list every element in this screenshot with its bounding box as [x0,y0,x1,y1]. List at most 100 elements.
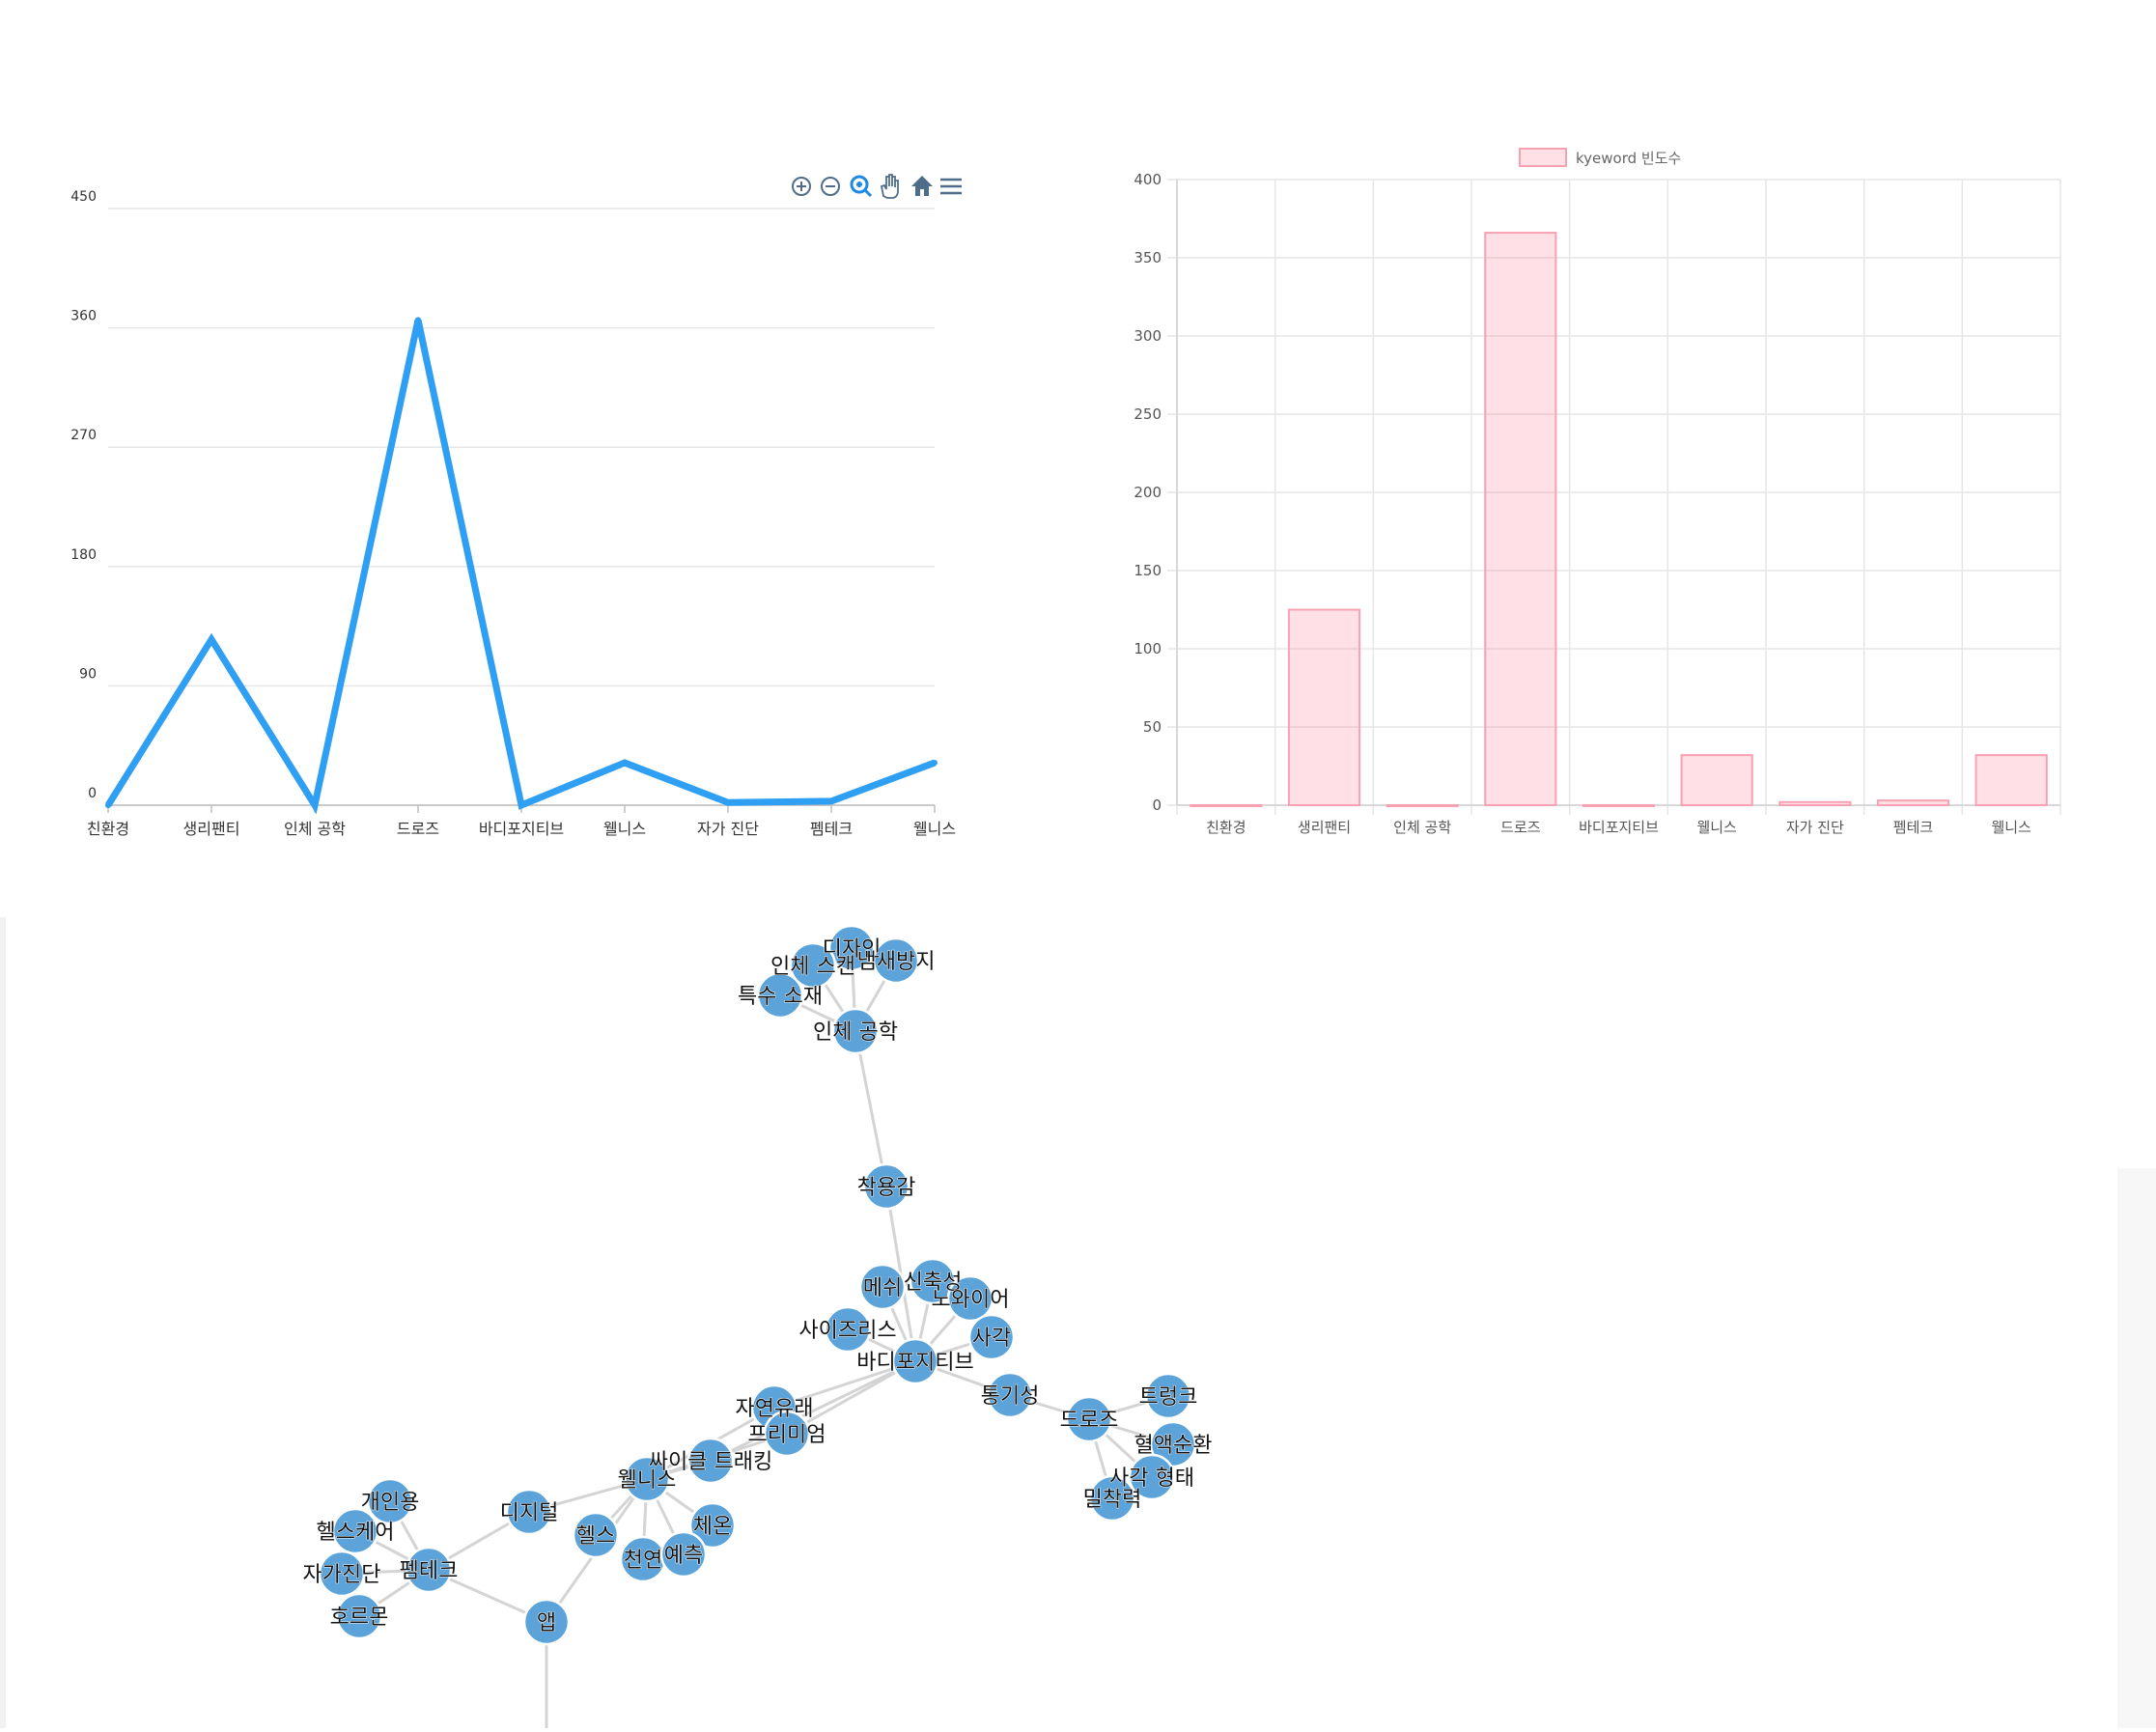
graph-edge [854,1030,888,1187]
magnifier-ring [850,175,869,194]
bar[interactable] [1778,800,1852,807]
x-tick-label: 인체 공학 [284,820,346,838]
zoom-in-ring [792,177,811,196]
y-tick-label: 90 [79,666,97,682]
graph-node-label: 프리미엄 [748,1423,826,1447]
data-point[interactable] [725,799,731,806]
graph-node[interactable] [318,1550,366,1598]
graph-node[interactable] [986,1371,1034,1419]
graph-node-label: 사이즈리스 [798,1319,896,1343]
graph-node-label: 트렁크 [1139,1385,1198,1410]
zoom-in-plus [797,182,806,191]
graph-node[interactable] [623,1455,671,1503]
bar[interactable] [1386,804,1459,807]
graph-node[interactable] [1088,1474,1136,1522]
y-tick-label: 200 [1134,484,1162,501]
data-point[interactable] [932,760,938,767]
data-point[interactable] [415,317,421,323]
graph-node[interactable] [827,924,876,972]
graph-node[interactable] [872,936,920,985]
line-chart[interactable]: 0 90 180 270 360 450 친환경 생리팬티 인체 공학 드로즈 바디포지티브 웰니스 자… [0,0,1023,898]
graph-node[interactable] [862,1162,910,1211]
graph-node[interactable] [789,941,837,990]
bar[interactable] [1190,804,1263,807]
graph-node[interactable] [686,1437,735,1485]
graph-node-label: 천연 [624,1549,662,1573]
x-tick-label: 웰니스 [1991,819,2031,836]
legend[interactable]: kyeword 빈도수 [1519,148,1681,167]
graph-node-label: 싸이클 트래킹 [649,1450,772,1474]
graph-node-label: 디자인 [823,937,882,962]
bar-chart-panel: kyeword 빈도수 0 50 100 150 200 250 300 350 400 친환경 생리… [1062,0,2156,898]
graph-node-label: 특수 소재 [738,985,823,1009]
menu-icon[interactable] [940,178,962,195]
graph-node-label: 체온 [693,1515,732,1539]
bar[interactable] [1876,799,1950,807]
data-point[interactable] [828,797,834,804]
graph-node[interactable] [967,1313,1016,1361]
graph-node[interactable] [891,1337,939,1385]
graph-node[interactable] [505,1488,553,1536]
graph-node[interactable] [946,1274,994,1323]
data-point[interactable] [518,802,524,808]
graph-node-label: 호르몬 [330,1606,389,1630]
graph-node[interactable] [688,1501,737,1550]
graph-node[interactable] [763,1410,811,1458]
graph-node-label: 개인용 [361,1491,420,1515]
x-tick-label: 웰니스 [603,820,646,838]
bar[interactable] [1287,608,1361,806]
zoom-out-icon[interactable] [821,177,840,196]
data-point[interactable] [209,636,214,643]
graph-node-label: 인체 스캔 [770,955,855,979]
y-tick-label: 360 [70,309,97,324]
graph-node[interactable] [331,1507,379,1555]
graph-node[interactable] [1144,1372,1192,1420]
x-tick-label: 드로즈 [397,820,439,838]
y-tick-label: 180 [70,547,97,563]
graph-node[interactable] [858,1263,907,1311]
bar[interactable] [1484,232,1557,806]
y-tick-label: 0 [1152,796,1162,814]
bar[interactable] [1680,754,1753,806]
x-tick-label: 펨테크 [1893,819,1933,836]
bar[interactable] [1582,804,1656,807]
right-scroll-gutter [2117,1168,2156,1728]
series-line[interactable] [105,319,937,815]
graph-node-label: 혈액순환 [1134,1434,1213,1458]
bar[interactable] [1974,754,2048,806]
graph-node[interactable] [522,1598,571,1646]
data-point[interactable] [622,760,628,767]
graph-node[interactable] [335,1592,383,1640]
graph-node[interactable] [572,1511,620,1559]
zoom-selection-icon[interactable] [850,175,873,198]
y-tick-label: 400 [1134,171,1162,188]
graph-node[interactable] [1128,1453,1176,1501]
graph-node-label: 인체 공학 [813,1020,898,1045]
bar-chart[interactable]: kyeword 빈도수 0 50 100 150 200 250 300 350 400 친환경 생리… [1062,0,2156,898]
graph-node[interactable] [405,1546,453,1594]
chart-toolbar [792,174,962,199]
pan-hand-icon[interactable] [880,174,899,199]
x-tick-label: 바디포지티브 [479,820,564,838]
x-tick-label: 펨테크 [810,820,853,838]
left-scroll-gutter [0,917,6,1728]
graph-node-label: 드로즈 [1060,1409,1119,1433]
graph-node-label: 헬스케어 [317,1521,395,1545]
home-reset-icon[interactable] [911,176,933,196]
node-layer [318,924,1197,1646]
zoom-in-icon[interactable] [792,177,811,196]
graph-node[interactable] [824,1305,872,1354]
graph-node[interactable] [1065,1395,1113,1443]
graph-node[interactable] [659,1530,708,1578]
x-tick-label: 친환경 [87,820,129,838]
data-point[interactable] [312,802,318,808]
graph-node[interactable] [366,1477,414,1525]
data-point[interactable] [105,802,111,808]
graph-node[interactable] [1149,1420,1197,1468]
graph-node[interactable] [831,1007,880,1055]
y-tick-label: 300 [1134,327,1162,345]
graph-node[interactable] [756,971,804,1020]
x-tick-label: 자가 진단 [697,820,759,838]
x-tick-label: 인체 공학 [1393,819,1451,836]
